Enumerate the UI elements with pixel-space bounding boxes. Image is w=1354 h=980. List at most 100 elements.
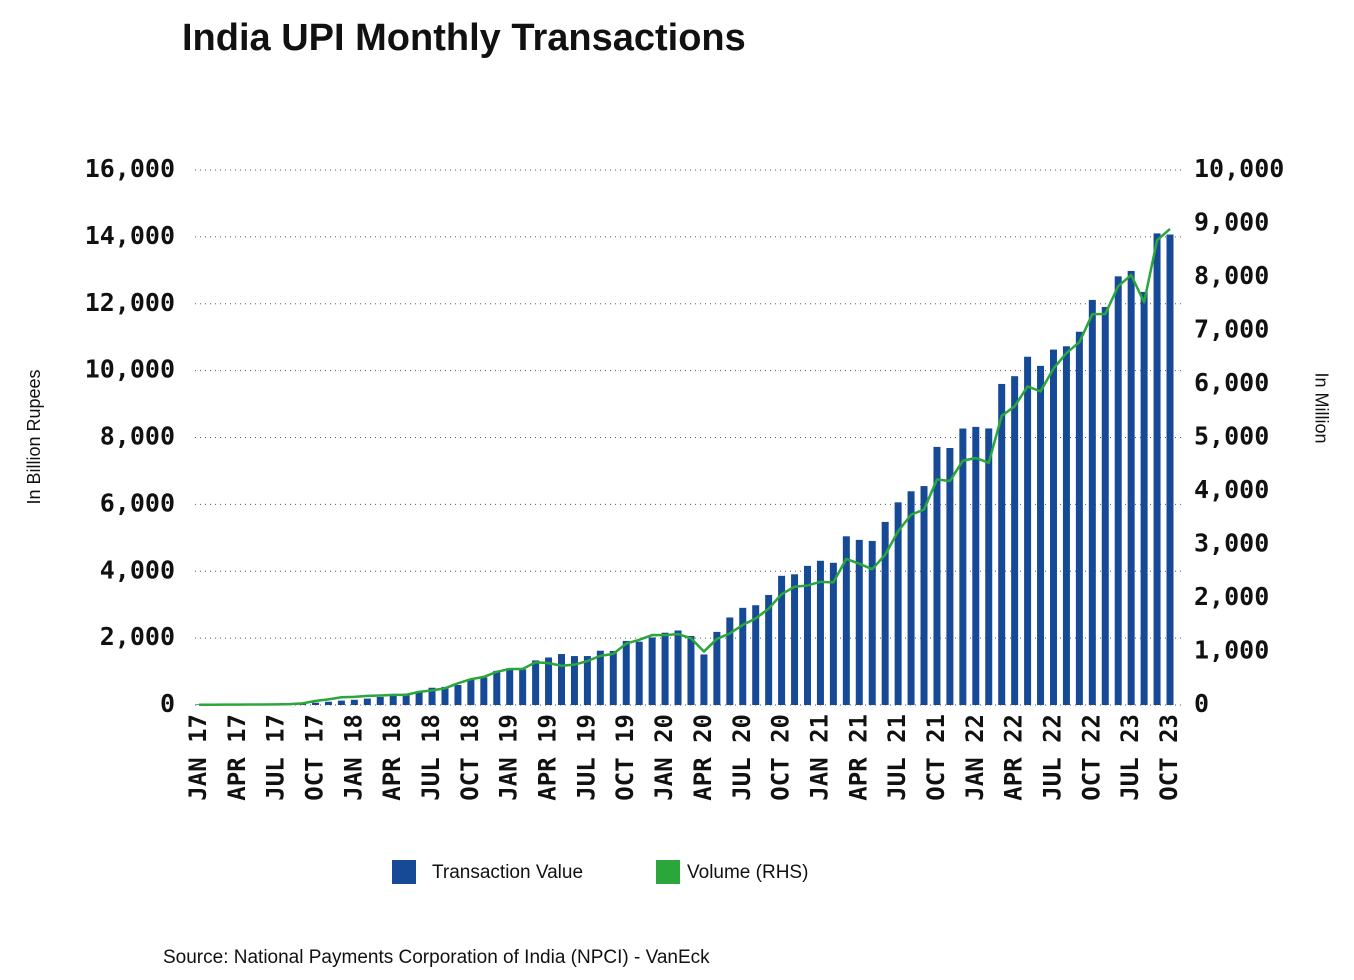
bar [661,632,669,705]
bar [1049,349,1057,705]
bar [1024,356,1032,705]
bar [570,656,578,705]
y-tick-label: 8,000 [100,422,175,451]
y2-tick-label: 8,000 [1194,261,1269,290]
bar [674,630,682,705]
x-tick-label: JAN 20 [650,714,678,801]
bar [700,654,708,705]
y-tick-label: 4,000 [100,555,175,584]
bar [791,574,799,705]
bar [687,635,695,705]
bar [726,617,734,705]
x-tick-label: JUL 22 [1038,714,1066,801]
x-tick-label: JUL 17 [262,714,290,801]
bar [752,605,760,705]
bar [415,691,423,705]
y2-tick-label: 5,000 [1194,422,1269,451]
bar [920,486,928,705]
y2-tick-label: 9,000 [1194,208,1269,237]
bar [441,686,449,705]
x-tick-label: APR 17 [223,714,251,801]
x-tick-label: OCT 23 [1155,714,1183,801]
bar [1062,346,1070,705]
x-tick-label: OCT 20 [767,714,795,801]
bar [829,562,837,705]
x-tick-label: OCT 17 [301,714,329,801]
bar [428,687,436,705]
x-tick-label: JAN 17 [184,714,212,801]
bar [1140,291,1148,705]
y2-tick-label: 1,000 [1194,636,1269,665]
x-tick-label: APR 20 [689,714,717,801]
bar [959,428,967,705]
bar [842,536,850,705]
y2-tick-label: 2,000 [1194,582,1269,611]
bar [467,679,475,705]
bar [454,685,462,705]
y-tick-label: 12,000 [85,288,175,317]
bar [545,657,553,705]
y2-axis-title: In Million [1311,372,1331,443]
bar [558,654,566,705]
bar [376,696,384,705]
bar [1101,306,1109,705]
bar [493,670,501,705]
bar [622,640,630,705]
bar [1075,331,1083,705]
bar [985,428,993,705]
x-tick-label: JUL 20 [728,714,756,801]
y-tick-label: 6,000 [100,488,175,517]
x-tick-label: JAN 22 [961,714,989,801]
bar [972,426,980,705]
bar [713,631,721,705]
y2-tick-label: 6,000 [1194,368,1269,397]
x-tick-label: JAN 19 [495,714,523,801]
bar [389,695,397,705]
bar [609,650,617,705]
bar [946,447,954,705]
y2-tick-label: 4,000 [1194,475,1269,504]
bar [1153,233,1161,705]
bar [868,540,876,705]
legend-swatch [656,860,680,884]
bar [337,700,345,705]
bar [894,502,902,705]
x-tick-label: OCT 21 [922,714,950,801]
bar [778,575,786,705]
bar [933,446,941,705]
bar [532,660,540,705]
bar [1088,299,1096,705]
bar [402,693,410,705]
legend-label: Transaction Value [432,862,583,883]
bar [1166,234,1174,706]
x-tick-label: JAN 21 [805,714,833,801]
x-tick-label: JUL 21 [883,714,911,801]
bar [648,637,656,705]
bar [739,607,747,705]
x-tick-label: APR 22 [1000,714,1028,801]
bar [881,521,889,705]
x-tick-label: OCT 22 [1077,714,1105,801]
legend-label: Volume (RHS) [687,862,808,883]
bar [816,560,824,705]
bar [519,669,527,705]
bar [350,699,358,705]
source-note: Source: National Payments Corporation of… [163,947,710,968]
bar [907,491,915,705]
line [199,228,1171,707]
chart-title: India UPI Monthly Transactions [182,17,746,59]
x-tick-label: JUL 19 [572,714,600,801]
y2-tick-label: 3,000 [1194,529,1269,558]
y-tick-label: 0 [160,689,175,718]
bar [596,650,604,705]
bar [583,656,591,705]
y-tick-label: 2,000 [100,622,175,651]
bar [1127,270,1135,705]
bar [1011,376,1019,705]
x-tick-label: OCT 18 [456,714,484,801]
y2-tick-label: 0 [1194,689,1209,718]
bar [1037,365,1045,705]
bar [324,701,332,705]
bar [1114,276,1122,705]
